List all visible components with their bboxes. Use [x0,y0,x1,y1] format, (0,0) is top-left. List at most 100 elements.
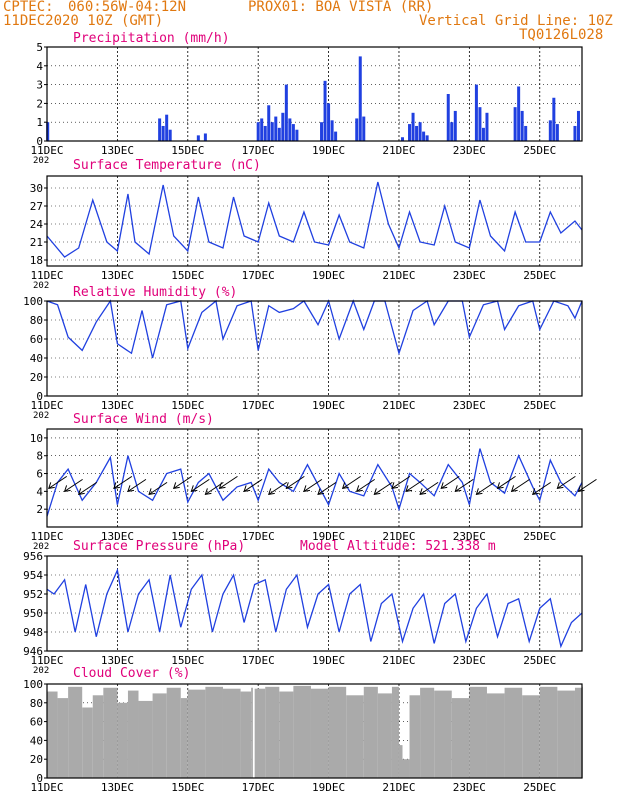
x-tick-label: 19DEC [312,399,345,412]
precip-bar [158,118,162,141]
precip-bar [453,110,457,141]
x-tick-label: 17DEC [242,144,275,157]
x-year-fragment: 202 [33,666,49,676]
header-source: CPTEC: [3,0,54,15]
x-tick-label: 23DEC [453,399,486,412]
wind-arrow-shaft [317,481,337,495]
cloud-cover-bar [82,707,93,778]
y-tick-label: 40 [30,734,43,747]
panel-rh: 0 20 40 60 80 100 11DEC 13DEC 15DEC 17DEC 19DEC 21D… [23,285,583,421]
precip-bar [481,127,485,141]
x-tick-label: 19DEC [312,269,345,282]
precip-bar [524,125,528,141]
header-grid-note: Vertical Grid Line: 10Z [419,13,613,29]
wind-arrow-shaft [557,475,576,489]
panel-frame [46,683,583,779]
wind-arrow-head [440,482,448,489]
wind-arrow-shaft [511,478,530,492]
precip-bar [474,84,478,141]
wind-arrow-head [285,482,293,489]
y-tick-label: 40 [30,352,43,365]
y-tick-label: 950 [23,607,43,620]
precip-bar [478,107,482,141]
x-tick-label: 17DEC [242,399,275,412]
x-tick-label: 15DEC [171,399,204,412]
wind-arrow-head [127,485,135,492]
precip-bar [161,125,165,141]
precip-bar [263,125,267,141]
precip-bar [330,120,334,141]
x-tick-label: 23DEC [453,654,486,667]
y-tick-label: 24 [30,218,44,231]
precip-bar [552,97,556,141]
wind-arrow-shaft [455,478,474,492]
y-tick-label: 20 [30,371,43,384]
cloud-cover-bar [293,685,311,778]
wind-arrow-head [556,482,564,489]
wind-arrow-shaft [148,481,168,495]
precip-bar [168,129,172,141]
x-tick-label: 21DEC [382,654,415,667]
precip-bar [260,118,264,141]
wind-arrow-head [303,485,311,492]
cloud-cover-bar [504,687,523,778]
panel-frame [46,175,583,267]
y-tick-label: 0 [36,390,43,403]
cloud-cover-bar [279,691,294,778]
x-tick-label: 13DEC [101,144,134,157]
y-tick-label: 4 [36,485,43,498]
cloud-cover-bar [434,690,452,778]
cloud-cover-bar [391,686,399,778]
y-tick-label: 6 [36,468,43,481]
x-tick-label: 11DEC [30,654,63,667]
precip-bar [517,86,521,141]
panel-frame [46,46,583,142]
cloud-cover-bar [522,695,540,778]
cloud-cover-bar [328,686,347,778]
wind-arrow-shaft [303,478,323,492]
y-tick-label: 5 [36,41,43,54]
wind-arrow-head [355,485,363,492]
y-tick-label: 954 [23,569,43,582]
precip-bar [203,133,207,141]
cloud-cover-bar [254,688,266,778]
wind-arrow-shaft [405,478,425,492]
y-tick-label: 4 [36,60,43,73]
temp-line [46,181,583,258]
rh-line [46,299,583,359]
precip-bar [408,124,412,141]
cloud-cover-bar [363,686,378,778]
precip-bar [334,131,338,141]
precip-bar [355,118,359,141]
wind-arrow-shaft [243,478,263,492]
x-tick-label: 23DEC [453,144,486,157]
x-tick-label: 21DEC [382,781,415,794]
precip-bar [295,129,299,141]
x-tick-label: 13DEC [101,399,134,412]
x-tick-label: 11DEC [30,530,63,543]
wind-arrow-shaft [64,478,83,492]
precip-bar [446,94,450,141]
wind-arrow-shaft [78,481,97,495]
wind-arrow-head [63,485,71,492]
y-tick-label: 80 [30,314,43,327]
precip-bar [358,56,362,141]
y-tick-label: 952 [23,588,43,601]
x-tick-label: 19DEC [312,781,345,794]
x-tick-label: 13DEC [101,654,134,667]
wind-line [46,448,583,517]
wind-arrow-shaft [374,481,393,495]
x-tick-label: 17DEC [242,781,275,794]
y-tick-label: 946 [23,645,43,658]
x-tick-label: 25DEC [523,654,556,667]
wind-arrow-shaft [497,475,516,489]
pres-line [46,568,583,649]
precip-bar [281,112,285,141]
wind-arrow-head [243,485,251,492]
panel-precip: 0 1 2 3 4 5 11DEC 13DEC 15DEC 17DEC 19DEC 21DEC 23DE… [30,31,583,166]
y-tick-label: 27 [30,200,43,213]
cloud-cover-bar [68,686,83,778]
precip-bar [411,112,415,141]
header-station: PROX01: BOA VISTA (RR) [248,0,434,15]
